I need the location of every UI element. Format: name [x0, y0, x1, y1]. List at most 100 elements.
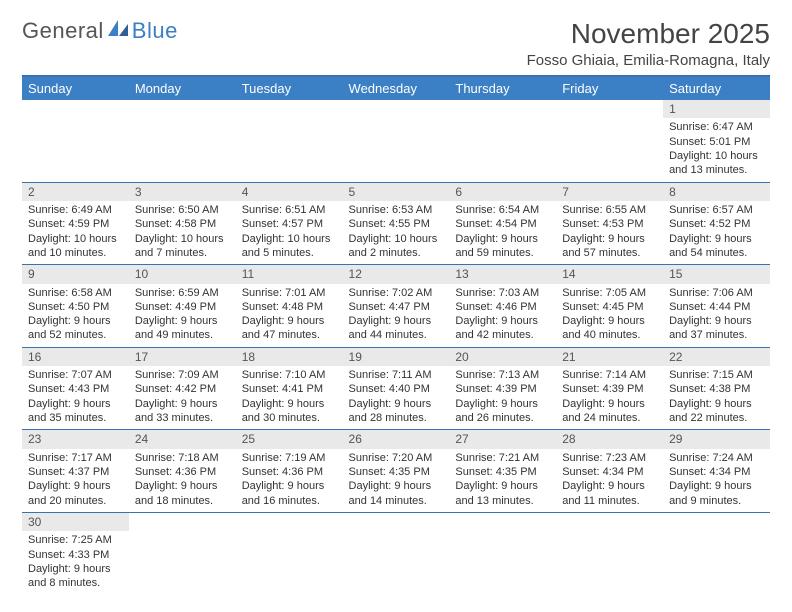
day-sun-data: Sunrise: 6:58 AMSunset: 4:50 PMDaylight:…	[22, 284, 129, 347]
sunrise-text: Sunrise: 7:20 AM	[349, 451, 444, 465]
day-sun-data: Sunrise: 6:49 AMSunset: 4:59 PMDaylight:…	[22, 201, 129, 264]
daylight-text: Daylight: 9 hours and 13 minutes.	[455, 479, 550, 508]
calendar-day-cell: 18Sunrise: 7:10 AMSunset: 4:41 PMDayligh…	[236, 347, 343, 430]
daylight-text: Daylight: 9 hours and 11 minutes.	[562, 479, 657, 508]
calendar-day-cell: 9Sunrise: 6:58 AMSunset: 4:50 PMDaylight…	[22, 265, 129, 348]
calendar-day-cell: 24Sunrise: 7:18 AMSunset: 4:36 PMDayligh…	[129, 430, 236, 513]
calendar-day-cell	[129, 100, 236, 182]
calendar-day-cell: 30Sunrise: 7:25 AMSunset: 4:33 PMDayligh…	[22, 512, 129, 594]
day-sun-data: Sunrise: 6:51 AMSunset: 4:57 PMDaylight:…	[236, 201, 343, 264]
day-number: 30	[22, 513, 129, 531]
sunrise-text: Sunrise: 7:11 AM	[349, 368, 444, 382]
weekday-header: Saturday	[663, 77, 770, 100]
daylight-text: Daylight: 9 hours and 28 minutes.	[349, 397, 444, 426]
weekday-header: Thursday	[449, 77, 556, 100]
sunrise-text: Sunrise: 6:58 AM	[28, 286, 123, 300]
day-sun-data: Sunrise: 7:03 AMSunset: 4:46 PMDaylight:…	[449, 284, 556, 347]
calendar-day-cell: 12Sunrise: 7:02 AMSunset: 4:47 PMDayligh…	[343, 265, 450, 348]
sunrise-text: Sunrise: 6:53 AM	[349, 203, 444, 217]
day-number: 22	[663, 348, 770, 366]
day-sun-data: Sunrise: 7:15 AMSunset: 4:38 PMDaylight:…	[663, 366, 770, 429]
daylight-text: Daylight: 9 hours and 14 minutes.	[349, 479, 444, 508]
daylight-text: Daylight: 10 hours and 5 minutes.	[242, 232, 337, 261]
calendar-day-cell: 5Sunrise: 6:53 AMSunset: 4:55 PMDaylight…	[343, 182, 450, 265]
sunset-text: Sunset: 4:40 PM	[349, 382, 444, 396]
calendar-day-cell: 21Sunrise: 7:14 AMSunset: 4:39 PMDayligh…	[556, 347, 663, 430]
daylight-text: Daylight: 9 hours and 9 minutes.	[669, 479, 764, 508]
daylight-text: Daylight: 9 hours and 16 minutes.	[242, 479, 337, 508]
sunset-text: Sunset: 4:36 PM	[242, 465, 337, 479]
sunset-text: Sunset: 4:41 PM	[242, 382, 337, 396]
day-number: 27	[449, 430, 556, 448]
daylight-text: Daylight: 10 hours and 10 minutes.	[28, 232, 123, 261]
sunrise-text: Sunrise: 7:15 AM	[669, 368, 764, 382]
day-number: 6	[449, 183, 556, 201]
calendar-day-cell: 11Sunrise: 7:01 AMSunset: 4:48 PMDayligh…	[236, 265, 343, 348]
day-sun-data: Sunrise: 7:02 AMSunset: 4:47 PMDaylight:…	[343, 284, 450, 347]
daylight-text: Daylight: 9 hours and 47 minutes.	[242, 314, 337, 343]
logo-text-general: General	[22, 18, 104, 44]
day-sun-data: Sunrise: 7:25 AMSunset: 4:33 PMDaylight:…	[22, 531, 129, 594]
sunset-text: Sunset: 4:37 PM	[28, 465, 123, 479]
weekday-header: Sunday	[22, 77, 129, 100]
calendar-day-cell	[556, 100, 663, 182]
sunrise-text: Sunrise: 7:19 AM	[242, 451, 337, 465]
sunrise-text: Sunrise: 7:07 AM	[28, 368, 123, 382]
day-number: 26	[343, 430, 450, 448]
calendar-table: Sunday Monday Tuesday Wednesday Thursday…	[22, 77, 770, 594]
sunrise-text: Sunrise: 6:55 AM	[562, 203, 657, 217]
sunset-text: Sunset: 4:46 PM	[455, 300, 550, 314]
calendar-day-cell: 4Sunrise: 6:51 AMSunset: 4:57 PMDaylight…	[236, 182, 343, 265]
sunset-text: Sunset: 4:33 PM	[28, 548, 123, 562]
calendar-day-cell: 14Sunrise: 7:05 AMSunset: 4:45 PMDayligh…	[556, 265, 663, 348]
sunset-text: Sunset: 4:34 PM	[669, 465, 764, 479]
calendar-week-row: 23Sunrise: 7:17 AMSunset: 4:37 PMDayligh…	[22, 430, 770, 513]
day-sun-data: Sunrise: 7:17 AMSunset: 4:37 PMDaylight:…	[22, 449, 129, 512]
day-number: 1	[663, 100, 770, 118]
day-number: 11	[236, 265, 343, 283]
daylight-text: Daylight: 9 hours and 42 minutes.	[455, 314, 550, 343]
day-sun-data: Sunrise: 7:05 AMSunset: 4:45 PMDaylight:…	[556, 284, 663, 347]
calendar-day-cell: 8Sunrise: 6:57 AMSunset: 4:52 PMDaylight…	[663, 182, 770, 265]
sunset-text: Sunset: 4:39 PM	[455, 382, 550, 396]
day-number: 4	[236, 183, 343, 201]
daylight-text: Daylight: 9 hours and 8 minutes.	[28, 562, 123, 591]
sunrise-text: Sunrise: 7:17 AM	[28, 451, 123, 465]
day-sun-data: Sunrise: 7:09 AMSunset: 4:42 PMDaylight:…	[129, 366, 236, 429]
location-subtitle: Fosso Ghiaia, Emilia-Romagna, Italy	[527, 52, 770, 69]
daylight-text: Daylight: 9 hours and 18 minutes.	[135, 479, 230, 508]
daylight-text: Daylight: 9 hours and 22 minutes.	[669, 397, 764, 426]
sunset-text: Sunset: 4:52 PM	[669, 217, 764, 231]
logo-text-blue: Blue	[132, 18, 178, 44]
day-number: 24	[129, 430, 236, 448]
day-sun-data: Sunrise: 6:54 AMSunset: 4:54 PMDaylight:…	[449, 201, 556, 264]
sunset-text: Sunset: 4:35 PM	[455, 465, 550, 479]
calendar-day-cell: 3Sunrise: 6:50 AMSunset: 4:58 PMDaylight…	[129, 182, 236, 265]
daylight-text: Daylight: 9 hours and 54 minutes.	[669, 232, 764, 261]
calendar-day-cell	[343, 100, 450, 182]
day-number: 19	[343, 348, 450, 366]
day-sun-data: Sunrise: 6:47 AMSunset: 5:01 PMDaylight:…	[663, 118, 770, 181]
sunset-text: Sunset: 4:47 PM	[349, 300, 444, 314]
day-sun-data: Sunrise: 7:21 AMSunset: 4:35 PMDaylight:…	[449, 449, 556, 512]
day-number: 13	[449, 265, 556, 283]
sunset-text: Sunset: 4:54 PM	[455, 217, 550, 231]
calendar-week-row: 16Sunrise: 7:07 AMSunset: 4:43 PMDayligh…	[22, 347, 770, 430]
sunset-text: Sunset: 4:50 PM	[28, 300, 123, 314]
daylight-text: Daylight: 9 hours and 57 minutes.	[562, 232, 657, 261]
sunrise-text: Sunrise: 7:14 AM	[562, 368, 657, 382]
day-number: 28	[556, 430, 663, 448]
calendar-day-cell	[236, 512, 343, 594]
day-sun-data: Sunrise: 7:19 AMSunset: 4:36 PMDaylight:…	[236, 449, 343, 512]
calendar-day-cell: 10Sunrise: 6:59 AMSunset: 4:49 PMDayligh…	[129, 265, 236, 348]
calendar-day-cell: 27Sunrise: 7:21 AMSunset: 4:35 PMDayligh…	[449, 430, 556, 513]
day-sun-data: Sunrise: 7:20 AMSunset: 4:35 PMDaylight:…	[343, 449, 450, 512]
daylight-text: Daylight: 9 hours and 33 minutes.	[135, 397, 230, 426]
day-number: 7	[556, 183, 663, 201]
daylight-text: Daylight: 9 hours and 59 minutes.	[455, 232, 550, 261]
sunrise-text: Sunrise: 6:50 AM	[135, 203, 230, 217]
day-number: 15	[663, 265, 770, 283]
day-number: 8	[663, 183, 770, 201]
sunrise-text: Sunrise: 6:47 AM	[669, 120, 764, 134]
calendar-week-row: 30Sunrise: 7:25 AMSunset: 4:33 PMDayligh…	[22, 512, 770, 594]
